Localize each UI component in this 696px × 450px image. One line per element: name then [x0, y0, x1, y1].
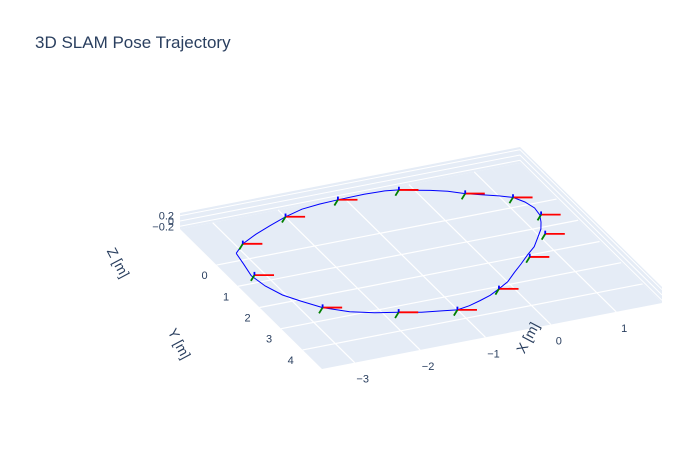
grid-line-x: [408, 184, 552, 326]
z-tick-label: −0.2: [152, 221, 174, 233]
y-tick-label: 4: [288, 355, 294, 367]
pose-axis-y: [281, 216, 287, 223]
pose-frame: [540, 230, 565, 241]
grid-line-x: [212, 222, 356, 364]
grid-line-y: [281, 262, 622, 330]
grid-line-z: [179, 159, 663, 301]
x-tick-label: −1: [487, 348, 500, 360]
y-tick-label: 1: [223, 291, 229, 303]
y-tick-label: 2: [245, 312, 251, 324]
pose-axis-y: [394, 311, 400, 319]
pose-frame: [536, 211, 561, 221]
pose-axis-y: [333, 199, 339, 207]
pose-axis-y: [508, 196, 514, 204]
pose-axis-y: [494, 288, 500, 296]
chart-title: 3D SLAM Pose Trajectory: [35, 33, 231, 52]
grid-line-z: [179, 149, 663, 291]
grid-lines: [179, 149, 663, 364]
pose-frame: [318, 304, 343, 314]
z-axis-title: Z [m]: [104, 245, 133, 281]
pose-frame: [460, 190, 485, 200]
grid-line-x: [343, 196, 486, 338]
grid-line-y: [216, 198, 557, 266]
pose-frames: [238, 186, 565, 319]
pose-frame: [238, 240, 263, 251]
pose-axis-y: [250, 274, 256, 282]
pose-frame: [250, 271, 275, 282]
pose-axis-y: [460, 193, 466, 200]
pose-axis-y: [536, 214, 542, 221]
pose-axis-y: [238, 243, 244, 251]
trajectory: [235, 189, 542, 314]
y-tick-label: 0: [202, 270, 208, 282]
pose-frame: [394, 309, 419, 319]
pose-frame: [494, 285, 519, 296]
pose-axis-y: [453, 309, 459, 317]
pose-frame: [508, 194, 533, 204]
pose-axis-y: [540, 233, 546, 241]
pose-axis-y: [525, 256, 531, 264]
pose-axis-y: [318, 307, 324, 314]
x-tick-label: 0: [556, 336, 562, 348]
y-axis-title: Y [m]: [165, 326, 194, 362]
floor-plane: [180, 163, 662, 369]
z-tick-label: 0: [168, 216, 174, 228]
x-tick-label: 1: [621, 323, 627, 335]
z-tick-label: 0.2: [159, 211, 174, 223]
x-tick-label: −3: [356, 374, 369, 386]
grid-line-y: [259, 240, 600, 309]
grid-line-y: [237, 219, 579, 287]
pose-frame: [333, 196, 358, 207]
x-tick-label: −2: [422, 361, 435, 373]
pose-frame: [453, 306, 477, 317]
grid-line-z: [179, 154, 663, 296]
grid-line-x: [473, 171, 617, 313]
trajectory-line: [235, 189, 542, 314]
pose-frame: [394, 186, 419, 197]
pose-frame: [281, 213, 306, 223]
pose-frame: [525, 253, 550, 264]
pose-axis-y: [394, 189, 400, 197]
y-tick-label: 3: [266, 334, 272, 346]
grid-line-x: [277, 209, 421, 351]
grid-line-y: [302, 283, 643, 351]
